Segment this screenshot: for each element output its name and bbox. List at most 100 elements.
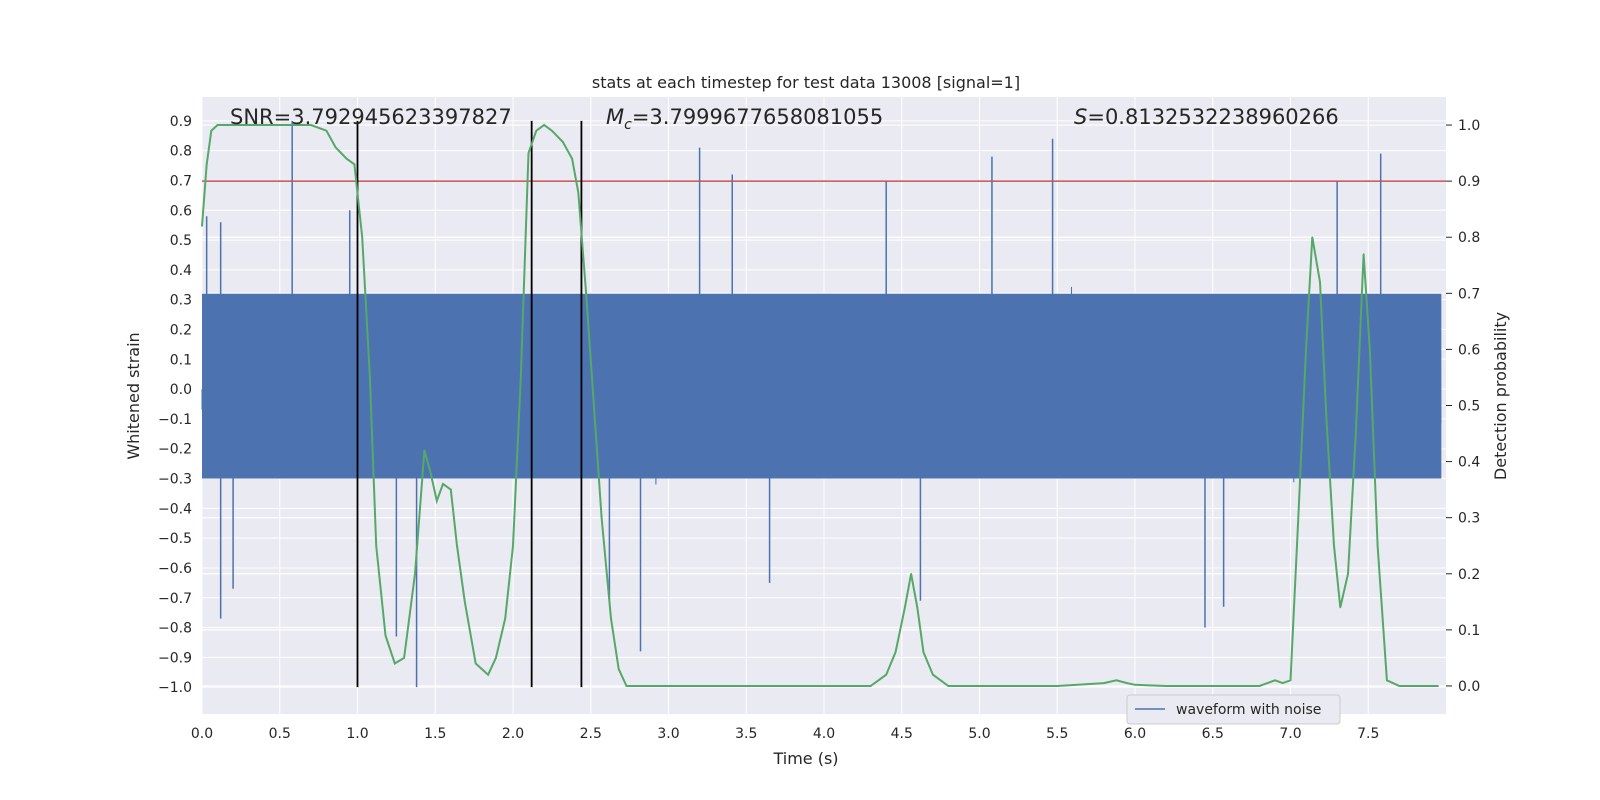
x-axis-label: Time (s)	[772, 749, 838, 768]
chart-marks	[201, 120, 1446, 688]
x-tick-label: 4.5	[891, 726, 913, 742]
axis-ticks: 0.0 0.5 1.0 1.5 2.0 2.5 3.0 3.5 4.0 4.5 5.0 5.5 6.0 6…	[158, 114, 1480, 742]
chirp-mass-subscript: c	[624, 117, 632, 133]
detection-probability-point	[577, 191, 580, 194]
detection-probability-point	[464, 601, 466, 603]
detection-probability-point	[667, 685, 670, 687]
y-tick-label: −0.4	[158, 501, 192, 517]
detection-probability-point	[1376, 544, 1379, 547]
detection-probability-point	[247, 124, 250, 126]
detection-probability-point	[1115, 679, 1118, 682]
detection-probability-point	[520, 376, 522, 379]
detection-probability-point	[885, 673, 887, 676]
y-tick-label: −0.1	[158, 412, 192, 428]
detection-probability-point	[279, 124, 281, 126]
detection-probability-point	[1369, 348, 1371, 351]
legend-label: waveform with noise	[1176, 702, 1321, 718]
y-tick-label: 0.2	[170, 322, 192, 338]
detection-probability-point	[562, 141, 564, 143]
detection-probability-point	[1333, 544, 1335, 547]
detection-probability-point	[474, 662, 477, 665]
detection-probability-point	[617, 668, 620, 670]
detection-probability-point	[910, 573, 912, 575]
detection-probability-point	[585, 292, 587, 295]
detection-probability-point	[216, 124, 219, 126]
detection-probability-point	[1056, 685, 1059, 687]
y-tick-label: 0.1	[170, 352, 192, 368]
detection-probability-point	[922, 651, 925, 654]
y-tick-label: 0.7	[170, 173, 192, 189]
y-tick-label: −0.8	[158, 621, 192, 637]
detection-probability-point	[1398, 685, 1401, 687]
detection-probability-point	[224, 124, 227, 126]
detection-probability-point	[1289, 679, 1292, 682]
detection-probability-point	[353, 163, 356, 166]
y-tick-label: −0.2	[158, 442, 192, 458]
detection-probability-point	[527, 152, 530, 154]
x-tick-label: 7.5	[1357, 726, 1379, 742]
x-tick-label: 0.0	[191, 726, 213, 742]
y-tick-label: −1.0	[158, 680, 192, 696]
detection-probability-point	[894, 651, 897, 654]
detection-probability-point	[345, 157, 348, 160]
detection-probability-point	[1134, 684, 1136, 686]
x-tick-label: 5.5	[1046, 726, 1068, 742]
detection-probability-point	[978, 685, 981, 687]
detection-probability-point	[1297, 516, 1300, 519]
y-tick-label: 0.8	[170, 144, 192, 160]
detection-probability-point	[334, 146, 337, 149]
detection-probability-point	[1281, 682, 1284, 684]
x-tick-label: 2.0	[502, 726, 524, 742]
detection-probability-point	[1311, 236, 1314, 238]
noise-core	[202, 293, 1442, 479]
detection-probability-point	[232, 124, 234, 126]
significance-symbol: S	[1074, 105, 1087, 129]
x-tick-label: 3.5	[735, 726, 757, 742]
y-tick-label: 0.0	[170, 382, 192, 398]
snr-annotation: SNR=3.792945623397827	[230, 105, 512, 129]
y-axis-label: Whitened strain	[124, 332, 143, 459]
y-tick-label: 0.9	[170, 114, 192, 130]
chart-title: stats at each timestep for test data 130…	[592, 73, 1020, 92]
detection-probability-point	[947, 685, 950, 687]
detection-probability-point	[1274, 679, 1276, 682]
detection-probability-point	[1212, 685, 1214, 687]
detection-probability-point	[1414, 685, 1416, 687]
y-tick-label: 0.5	[170, 233, 192, 249]
detection-probability-point	[916, 606, 919, 609]
detection-probability-point	[1126, 682, 1128, 684]
right-tick-label: 1.0	[1458, 118, 1480, 134]
detection-probability-point	[325, 129, 328, 132]
detection-probability-point	[1258, 685, 1261, 687]
chirp-mass-value: =3.7999677658081055	[632, 105, 883, 129]
detection-probability-point	[1305, 348, 1307, 351]
chirp-mass-annotation: Mc=3.7999677658081055	[606, 105, 883, 133]
detection-probability-point	[487, 673, 489, 676]
detection-probability-point	[551, 129, 553, 132]
x-tick-label: 6.0	[1124, 726, 1146, 742]
detection-probability-point	[504, 617, 507, 620]
significance-annotation: S=0.8132532238960266	[1074, 105, 1339, 129]
detection-probability-point	[543, 124, 545, 126]
detection-probability-point	[205, 163, 208, 166]
detection-probability-point	[939, 679, 942, 682]
detection-probability-point	[1325, 415, 1328, 418]
detection-probability-point	[1165, 685, 1167, 687]
right-tick-label: 0.5	[1458, 399, 1480, 415]
detection-probability-point	[423, 449, 426, 452]
right-tick-label: 0.9	[1458, 174, 1480, 190]
detection-probability-point	[1339, 606, 1342, 609]
y-tick-label: −0.6	[158, 561, 192, 577]
detection-probability-point	[442, 483, 444, 485]
detection-probability-point	[1362, 253, 1365, 255]
y-tick-label: −0.3	[158, 472, 192, 488]
detection-probability-point	[394, 662, 396, 665]
x-tick-label: 4.0	[813, 726, 835, 742]
y-tick-label: 0.4	[170, 263, 192, 279]
x-tick-label: 7.0	[1279, 726, 1301, 742]
y-tick-label: 0.3	[170, 293, 192, 309]
detection-probability-point	[1437, 685, 1439, 687]
right-tick-label: 0.7	[1458, 286, 1480, 302]
detection-probability-point	[904, 606, 906, 609]
detection-probability-point	[310, 124, 312, 126]
